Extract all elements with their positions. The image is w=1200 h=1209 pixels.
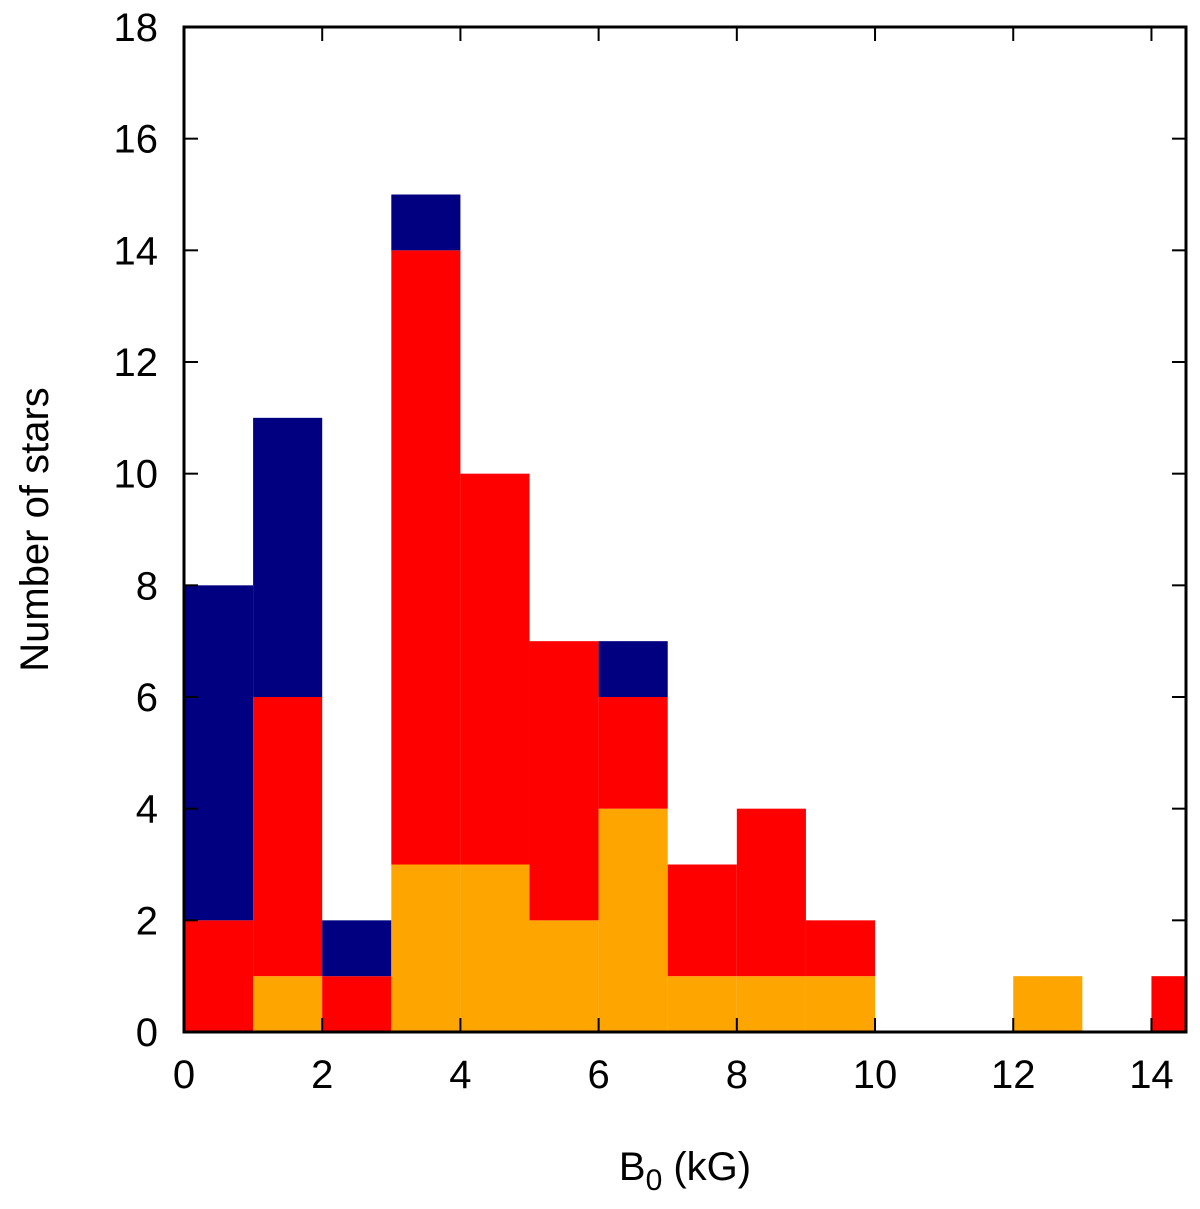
bar-segment-series-1-bin-7 bbox=[667, 864, 737, 977]
plot-frame bbox=[182, 25, 1188, 1034]
bar-segment-series-1-bin-4 bbox=[460, 473, 530, 865]
bar-segment-series-0-bin-8 bbox=[736, 976, 806, 1032]
bar-segment-series-1-bin-0 bbox=[184, 920, 254, 1032]
x-tick-label: 14 bbox=[1129, 1053, 1174, 1097]
bar-segment-series-1-bin-14 bbox=[1151, 976, 1186, 1032]
y-tick-label: 4 bbox=[136, 788, 158, 832]
bar-segment-series-2-bin-3 bbox=[391, 194, 461, 251]
y-tick-label: 10 bbox=[114, 453, 159, 497]
bar-group bbox=[184, 194, 1186, 1032]
y-tick-label: 2 bbox=[136, 899, 158, 943]
bar-segment-series-0-bin-5 bbox=[529, 920, 599, 1032]
x-tick-label: 4 bbox=[449, 1053, 471, 1097]
y-tick-label: 16 bbox=[114, 118, 159, 162]
bar-segment-series-0-bin-9 bbox=[805, 976, 876, 1032]
bar-segment-series-2-bin-6 bbox=[598, 641, 668, 697]
x-tick-label: 10 bbox=[853, 1053, 898, 1097]
bar-segment-series-0-bin-4 bbox=[460, 864, 530, 1032]
bar-segment-series-1-bin-9 bbox=[805, 920, 876, 977]
x-tick-label: 12 bbox=[991, 1053, 1036, 1097]
bar-segment-series-0-bin-1 bbox=[253, 976, 323, 1032]
bar-segment-series-2-bin-1 bbox=[253, 417, 323, 697]
bar-segment-series-1-bin-5 bbox=[529, 641, 599, 921]
y-tick-label: 14 bbox=[114, 229, 159, 273]
x-axis-title-subscript: 0 bbox=[646, 1164, 663, 1197]
y-axis-title: Number of stars bbox=[13, 387, 57, 672]
bar-segment-series-1-bin-2 bbox=[322, 976, 392, 1032]
bar-segment-series-0-bin-7 bbox=[667, 976, 737, 1032]
bar-segment-series-0-bin-3 bbox=[391, 864, 461, 1032]
bar-segment-series-1-bin-6 bbox=[598, 697, 668, 809]
bar-segment-series-1-bin-8 bbox=[736, 808, 806, 977]
x-tick-label: 6 bbox=[587, 1053, 609, 1097]
y-tick-label: 6 bbox=[136, 676, 158, 720]
y-tick-label: 8 bbox=[136, 564, 158, 608]
tick-group: 0 2 4 6 8 10 12 14 0 2 4 6 8 10 12 14 16 18 bbox=[114, 6, 1186, 1097]
bar-segment-series-0-bin-6 bbox=[598, 808, 668, 1032]
x-tick-label: 2 bbox=[311, 1053, 333, 1097]
y-tick-label: 18 bbox=[114, 6, 159, 50]
bar-segment-series-1-bin-3 bbox=[391, 250, 461, 865]
bar-segment-series-0-bin-12 bbox=[1013, 976, 1083, 1032]
x-axis-title: B0 (kG) bbox=[619, 1145, 751, 1197]
x-tick-label: 0 bbox=[173, 1053, 195, 1097]
x-axis-title-rest: (kG) bbox=[662, 1145, 751, 1189]
y-tick-label: 12 bbox=[114, 341, 159, 385]
bar-segment-series-2-bin-0 bbox=[184, 585, 254, 921]
x-axis-title-main: B bbox=[619, 1145, 646, 1189]
y-tick-label: 0 bbox=[136, 1011, 158, 1055]
bar-segment-series-1-bin-1 bbox=[253, 697, 323, 977]
bar-segment-series-2-bin-2 bbox=[322, 920, 392, 977]
x-tick-label: 8 bbox=[726, 1053, 748, 1097]
